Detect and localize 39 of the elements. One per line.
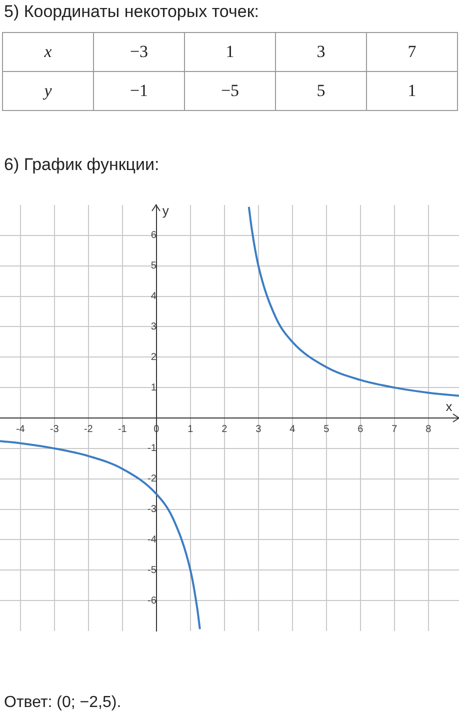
x-tick-label: 4 — [290, 424, 296, 435]
chart-title: 6) График функции: — [4, 155, 160, 175]
y-tick-label: 2 — [150, 352, 157, 363]
x-tick-label: -4 — [16, 424, 26, 435]
text: 5 — [276, 72, 366, 110]
text: 5) Координаты некоторых точек: — [4, 2, 259, 22]
y-tick-label: 6 — [150, 230, 157, 242]
y-tick-label: -3 — [147, 504, 157, 516]
x-axis-title: x — [446, 399, 453, 414]
text: 7 — [366, 32, 458, 72]
x-tick-label: 3 — [256, 424, 262, 435]
text: −1 — [94, 72, 184, 110]
text: Ответ: (0; −2,5). — [4, 694, 122, 712]
y-axis-title: y — [162, 203, 170, 218]
text: −5 — [184, 72, 276, 110]
x-tick-label: 5 — [324, 424, 330, 435]
x-tick-label: -1 — [118, 424, 128, 435]
x-tick-label: 8 — [426, 424, 432, 435]
y-tick-label: -2 — [147, 474, 157, 485]
x-tick-label: -3 — [50, 424, 60, 435]
line-series — [0, 440, 201, 630]
x-tick-label: 7 — [392, 424, 398, 435]
y-tick-label: -6 — [147, 595, 157, 606]
x-tick-label: 1 — [188, 424, 194, 435]
y-tick-label: -5 — [147, 564, 157, 576]
text: 1 — [366, 72, 458, 110]
text: 3 — [276, 32, 366, 72]
text: −3 — [94, 32, 184, 72]
x-tick-label: 6 — [358, 424, 364, 435]
text: y — [2, 72, 94, 110]
y-tick-label: 1 — [150, 382, 157, 394]
x-tick-label: 2 — [222, 424, 228, 435]
text: x — [2, 32, 94, 72]
text: 1 — [184, 32, 276, 72]
line-series — [248, 206, 459, 397]
x-tick-label: -2 — [84, 424, 94, 435]
y-tick-label: -1 — [147, 443, 157, 454]
y-tick-label: 3 — [150, 321, 157, 332]
y-tick-label: 5 — [150, 260, 157, 272]
